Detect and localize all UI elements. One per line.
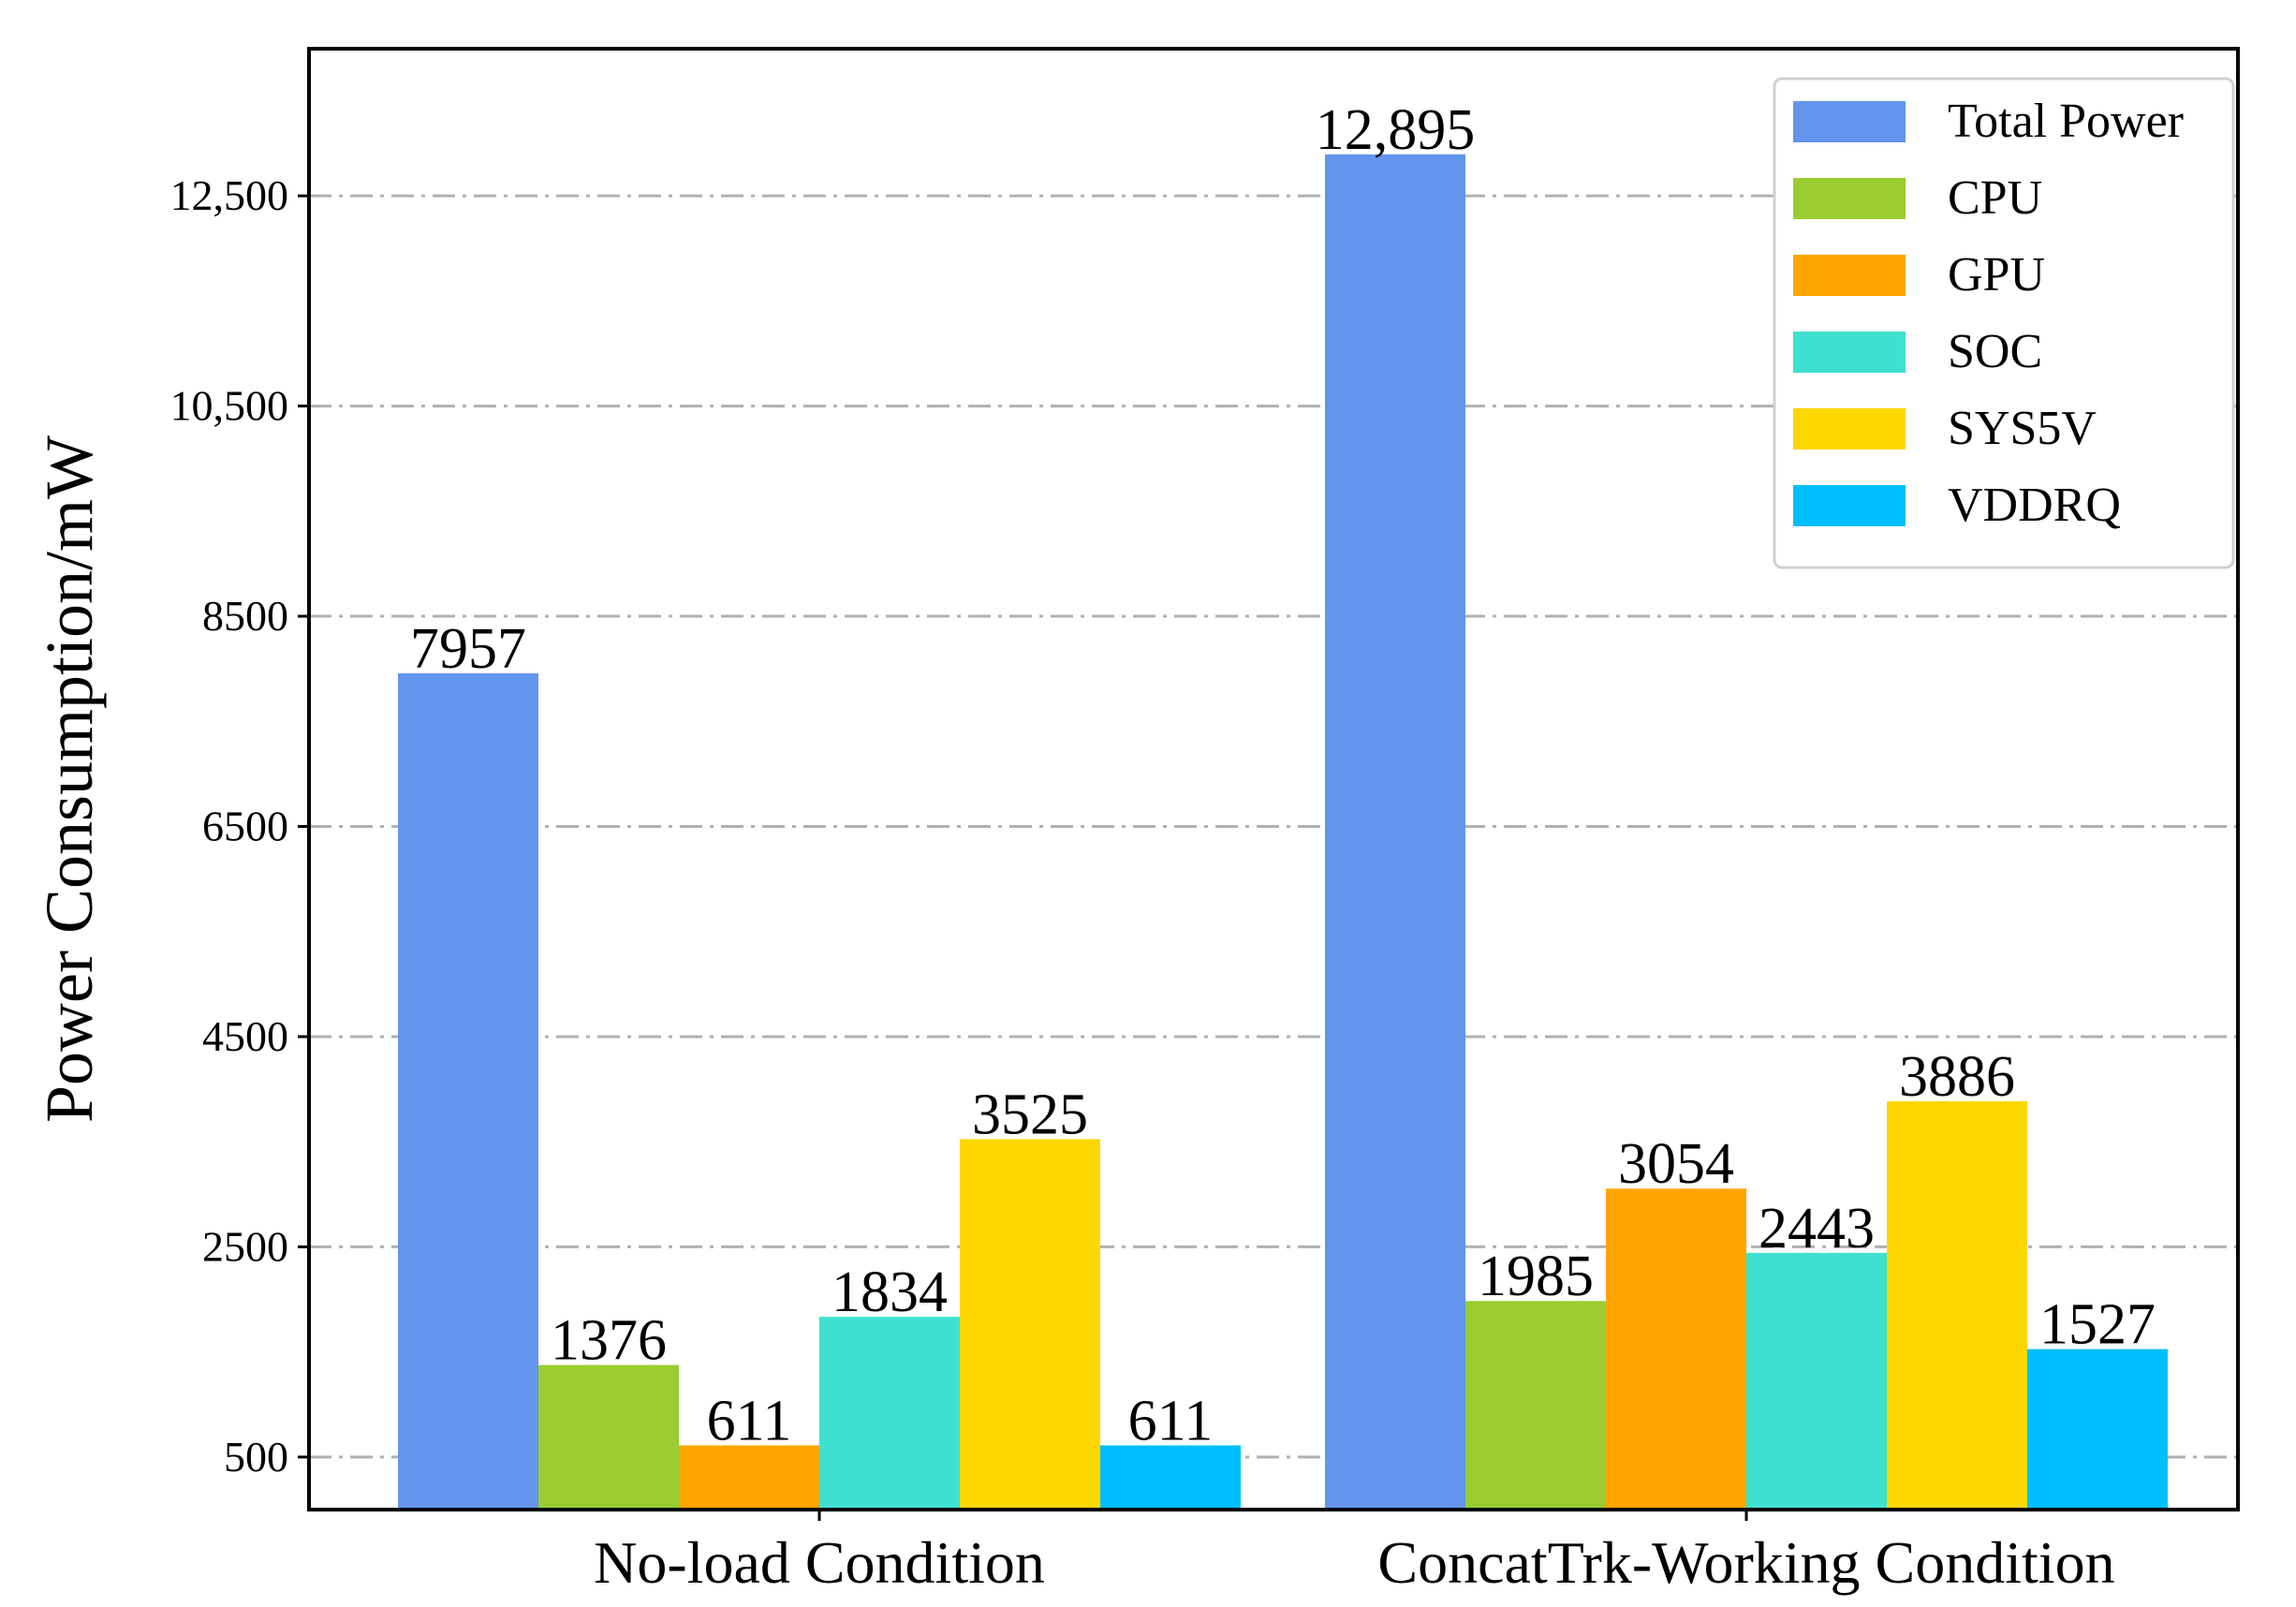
- bar: [819, 1317, 960, 1510]
- data-label: 611: [707, 1389, 792, 1452]
- x-axis: No-load Condition ConcatTrk-Working Condi…: [594, 1510, 2115, 1596]
- y-tick-label: 2500: [202, 1222, 288, 1270]
- data-label: 1376: [551, 1309, 667, 1373]
- bar: [1887, 1100, 2027, 1510]
- bar: [1100, 1445, 1241, 1510]
- bar: [1606, 1188, 1746, 1510]
- legend-swatch: [1793, 332, 1906, 373]
- legend-swatch: [1793, 408, 1906, 450]
- x-tick-label: ConcatTrk-Working Condition: [1377, 1529, 2114, 1596]
- data-label: 1985: [1478, 1245, 1594, 1308]
- y-tick-label: 4500: [202, 1012, 288, 1060]
- data-label: 12,895: [1316, 98, 1476, 162]
- legend-label: VDDRQ: [1948, 479, 2121, 532]
- y-tick-label: 500: [224, 1433, 288, 1481]
- x-tick-label: No-load Condition: [594, 1529, 1045, 1596]
- bar: [2027, 1349, 2168, 1510]
- legend-swatch: [1793, 485, 1906, 526]
- bar: [1746, 1252, 1887, 1510]
- legend-label: GPU: [1948, 248, 2045, 302]
- y-tick-label: 12,500: [170, 171, 289, 219]
- data-label: 3054: [1618, 1132, 1734, 1196]
- bar: [960, 1139, 1100, 1510]
- legend: Total Power CPU GPU SOC SYS5V VDDRQ: [1773, 77, 2235, 569]
- legend-swatch: [1793, 255, 1906, 296]
- data-label: 3525: [972, 1083, 1088, 1146]
- legend-label: SYS5V: [1948, 402, 2097, 455]
- data-labels: 7957 1376 611 1834 3525 611 12,895 1985 3054 2443…: [410, 98, 2156, 1453]
- data-label: 3886: [1899, 1045, 2015, 1109]
- bar: [679, 1445, 819, 1510]
- y-axis: 500 2500 4500 6500 8500 10,500 12,500: [170, 171, 309, 1481]
- data-label: 2443: [1759, 1197, 1875, 1261]
- bar: [1465, 1301, 1606, 1510]
- bars: [398, 154, 2168, 1510]
- plot-frame: [307, 47, 2240, 1511]
- y-tick-label: 10,500: [170, 382, 289, 430]
- y-tick-label: 6500: [202, 803, 288, 850]
- legend-label: Total Power: [1948, 95, 2184, 148]
- data-label: 1834: [832, 1261, 948, 1324]
- legend-swatch: [1793, 101, 1906, 142]
- y-axis-label: Power Consumption/mW: [32, 435, 107, 1123]
- y-tick-label: 8500: [202, 592, 288, 640]
- data-label: 611: [1128, 1389, 1214, 1452]
- legend-label: CPU: [1948, 171, 2042, 225]
- data-label: 1527: [2039, 1293, 2156, 1357]
- bar: [1325, 154, 1465, 1510]
- legend-swatch: [1793, 178, 1906, 219]
- data-label: 7957: [410, 617, 526, 681]
- bar: [538, 1364, 679, 1510]
- legend-label: SOC: [1948, 325, 2042, 378]
- bar: [398, 672, 538, 1510]
